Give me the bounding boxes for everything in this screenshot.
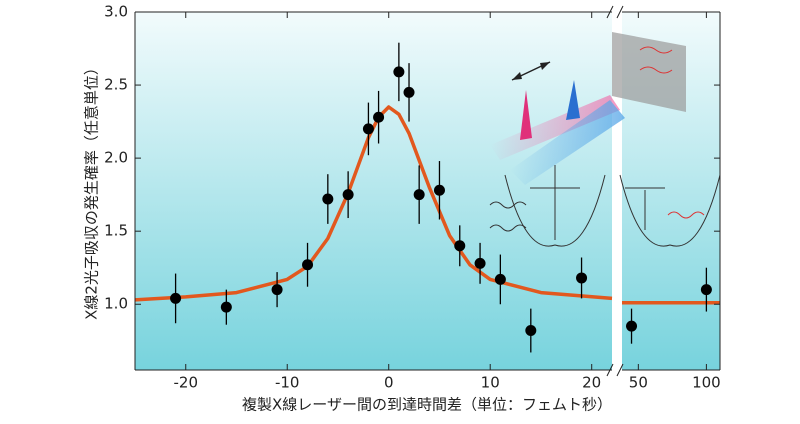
y-tick-label: 2.0 bbox=[104, 149, 128, 167]
data-point bbox=[454, 240, 466, 252]
data-point bbox=[576, 272, 588, 284]
axis-break bbox=[606, 5, 624, 19]
data-point bbox=[220, 301, 232, 313]
y-tick-label: 1.5 bbox=[104, 222, 128, 240]
pulse bbox=[566, 80, 580, 120]
y-tick-label: 1.0 bbox=[104, 295, 128, 313]
x-tick-label: 100 bbox=[692, 374, 721, 392]
data-point bbox=[626, 320, 638, 332]
axis-break bbox=[606, 363, 624, 377]
plot-bg bbox=[135, 12, 612, 370]
x-axis-label: 複製X線レーザー間の到達時間差（単位：フェムト秒） bbox=[242, 396, 612, 414]
data-point bbox=[170, 292, 182, 304]
x-tick-label: -20 bbox=[173, 374, 198, 392]
data-point bbox=[362, 123, 374, 135]
wave bbox=[489, 201, 527, 232]
pulse bbox=[520, 90, 532, 140]
data-point bbox=[393, 66, 405, 78]
data-point bbox=[302, 259, 314, 271]
data-point bbox=[271, 284, 283, 296]
data-point bbox=[525, 325, 537, 337]
beam bbox=[510, 100, 625, 185]
y-tick-label: 3.0 bbox=[104, 3, 128, 21]
fit-line bbox=[134, 105, 720, 305]
x-tick-label: 10 bbox=[481, 374, 500, 392]
x-tick-label: 0 bbox=[384, 374, 394, 392]
wave bbox=[667, 211, 705, 219]
x-tick-label: -10 bbox=[275, 374, 300, 392]
data-point bbox=[342, 189, 354, 201]
arrow-head bbox=[540, 62, 550, 70]
data-point bbox=[700, 284, 712, 296]
data-point bbox=[322, 193, 334, 205]
beam bbox=[490, 95, 620, 160]
data-point bbox=[494, 273, 506, 285]
x-tick-label: 50 bbox=[629, 374, 648, 392]
wave bbox=[639, 46, 673, 74]
data-point bbox=[403, 86, 415, 98]
potential bbox=[504, 174, 721, 247]
data-point bbox=[474, 257, 486, 269]
arrow-head bbox=[512, 72, 522, 80]
data-point bbox=[373, 111, 385, 123]
inset-illustration bbox=[489, 32, 721, 247]
data-point bbox=[413, 189, 425, 201]
x-tick-label: 20 bbox=[582, 374, 601, 392]
y-axis-label: X線2光子吸収の発生確率（任意単位） bbox=[83, 60, 101, 320]
data-point bbox=[433, 184, 445, 196]
y-tick-label: 2.5 bbox=[104, 76, 128, 94]
